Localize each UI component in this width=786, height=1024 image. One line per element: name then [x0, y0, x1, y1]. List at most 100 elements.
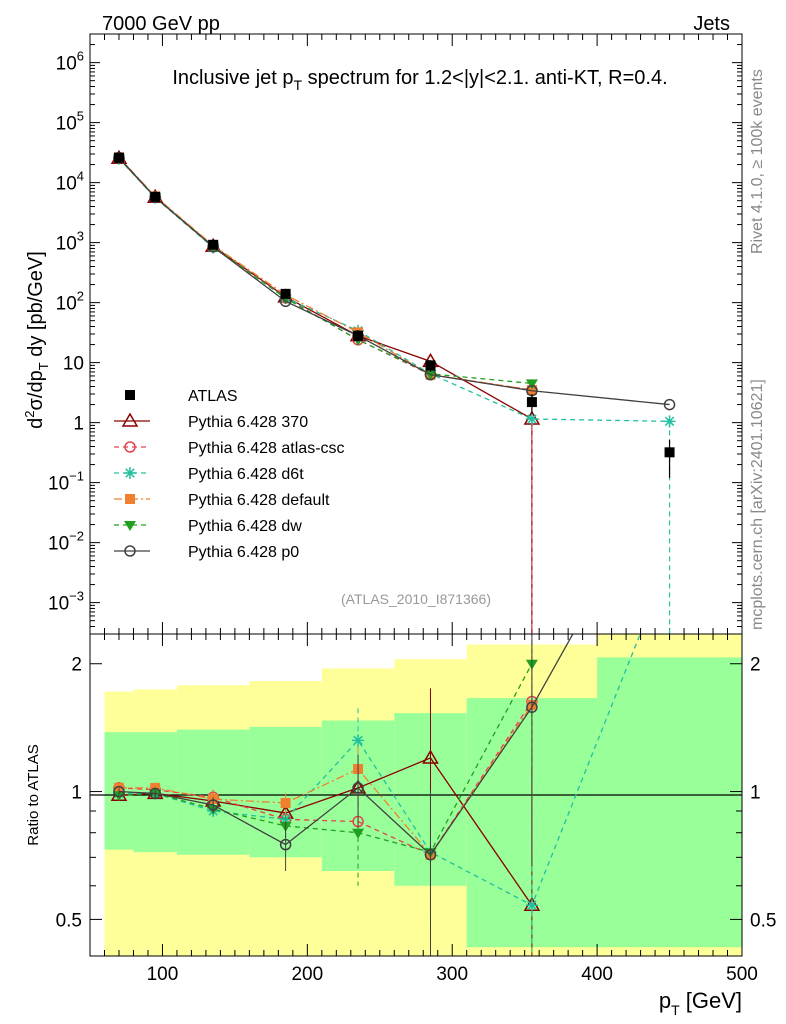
ratio-y-ticks: 0.5 0.5 1 1 2 2 — [56, 655, 777, 932]
data-point — [125, 494, 135, 504]
y-tick-label: 10−1 — [48, 469, 84, 495]
header-right: Jets — [693, 13, 730, 35]
data-point — [663, 398, 676, 411]
y-tick-label: 103 — [56, 229, 84, 255]
data-point — [149, 787, 161, 800]
ratio-tick-label: 0.5 — [56, 910, 82, 931]
y-axis-label: d2σ/dpT dy [pb/GeV] — [22, 251, 51, 429]
rivet-label: Rivet 4.1.0, ≥ 100k events — [749, 69, 766, 254]
data-point — [279, 838, 292, 851]
x-tick-label: 100 — [147, 964, 179, 985]
y-tick-label: 102 — [56, 289, 84, 315]
ratio-tick-label: 1 — [71, 783, 82, 804]
data-point — [352, 734, 365, 747]
data-point — [663, 415, 676, 428]
data-point — [208, 239, 219, 250]
ratio-tick-label: 2 — [71, 655, 82, 676]
data-point — [424, 848, 437, 861]
data-point — [124, 441, 136, 453]
data-point — [353, 330, 364, 341]
series-line — [118, 157, 533, 391]
data-point — [207, 799, 219, 811]
ratio-x-ticks: 100 200 300 400 500 — [103, 634, 758, 985]
data-point — [124, 467, 136, 479]
y-tick-label: 10−3 — [48, 589, 84, 615]
legend-entry: Pythia 6.428 370 — [114, 412, 308, 431]
mcplots-label: mcplots.cern.ch [arXiv:2401.10621] — [749, 379, 766, 630]
series-pythia-6-428-dw — [112, 154, 538, 390]
data-point — [113, 152, 124, 163]
main-x-ticks — [103, 34, 743, 634]
data-point — [113, 785, 125, 798]
data-point — [526, 397, 537, 408]
main-panel: 10−3 10−2 10−1 1 10 102 103 104 105 106 Inclusive… — [22, 33, 743, 635]
legend-entry: Pythia 6.428 default — [114, 492, 330, 509]
x-axis-label: pT [GeV] — [659, 988, 742, 1018]
ratio-tick-label: 0.5 — [750, 910, 776, 931]
header-left: 7000 GeV pp — [102, 13, 220, 35]
legend-label: Pythia 6.428 d6t — [188, 466, 304, 483]
y-tick-label: 1 — [73, 414, 84, 435]
y-tick-label: 10 — [63, 354, 84, 375]
data-point — [124, 521, 136, 531]
legend-entry: Pythia 6.428 dw — [114, 518, 302, 535]
data-point — [280, 797, 291, 808]
data-point — [525, 412, 538, 425]
y-tick-label: 106 — [56, 49, 84, 75]
data-point — [425, 360, 436, 371]
x-tick-label: 400 — [581, 964, 613, 985]
series-pythia-6-428-370 — [110, 149, 541, 634]
ratio-frame — [89, 633, 743, 957]
series-line — [118, 157, 532, 385]
ratio-panel: 0.5 0.5 1 1 2 2 100 200 300 400 500 Ratio to ATLA… — [25, 633, 777, 985]
data-point — [150, 191, 161, 202]
legend-entry: Pythia 6.428 p0 — [114, 544, 299, 561]
series-pythia-6-428-atlas-csc — [113, 151, 538, 634]
data-point — [124, 545, 136, 557]
data-point — [664, 447, 675, 458]
legend-label: Pythia 6.428 p0 — [188, 544, 299, 561]
data-point — [352, 782, 364, 794]
ratio-tick-label: 1 — [750, 783, 761, 804]
data-point — [121, 412, 139, 427]
y-tick-label: 10−2 — [48, 529, 84, 555]
series-pythia-6-428-p0 — [113, 151, 676, 411]
data-point — [280, 288, 291, 299]
data-point — [526, 701, 538, 713]
x-tick-label: 300 — [436, 964, 468, 985]
series-atlas — [113, 152, 675, 478]
band-inner — [597, 657, 742, 948]
data-point — [525, 899, 538, 912]
analysis-tag: (ATLAS_2010_I871366) — [341, 591, 491, 607]
series-line — [118, 158, 670, 423]
series-line — [118, 157, 533, 420]
chart-title: Inclusive jet pT spectrum for 1.2<|y|<2.… — [172, 67, 667, 93]
main-y-ticks: 10−3 10−2 10−1 1 10 102 103 104 105 106 — [48, 33, 742, 635]
legend-label: Pythia 6.428 atlas-csc — [188, 440, 345, 457]
data-point — [526, 384, 537, 395]
y-tick-label: 105 — [56, 109, 84, 135]
data-point — [422, 749, 439, 764]
y-tick-label: 104 — [56, 169, 84, 195]
series-line — [118, 157, 670, 406]
ratio-series — [110, 634, 641, 956]
svg-text:d2σ/dpT dy [pb/GeV]: d2σ/dpT dy [pb/GeV] — [22, 251, 51, 429]
ratio-series-pythia-6-428-p0 — [113, 634, 574, 956]
series-line — [118, 156, 533, 391]
main-series — [110, 149, 676, 634]
legend-entry: Pythia 6.428 d6t — [114, 466, 304, 483]
legend-label: ATLAS — [188, 388, 238, 405]
data-point — [125, 390, 135, 400]
data-point — [525, 379, 538, 390]
data-point — [352, 828, 365, 839]
legend-label: Pythia 6.428 default — [188, 492, 330, 509]
legend: ATLAS Pythia 6.428 370 Pythia 6.428 atlas-… — [114, 388, 345, 561]
legend-label: Pythia 6.428 dw — [188, 518, 302, 535]
ratio-line — [118, 634, 574, 856]
series-pythia-6-428-default — [113, 152, 537, 395]
x-tick-label: 200 — [291, 964, 323, 985]
legend-label: Pythia 6.428 370 — [188, 414, 308, 431]
ratio-y-label: Ratio to ATLAS — [25, 744, 42, 845]
legend-entry: ATLAS — [125, 388, 238, 405]
